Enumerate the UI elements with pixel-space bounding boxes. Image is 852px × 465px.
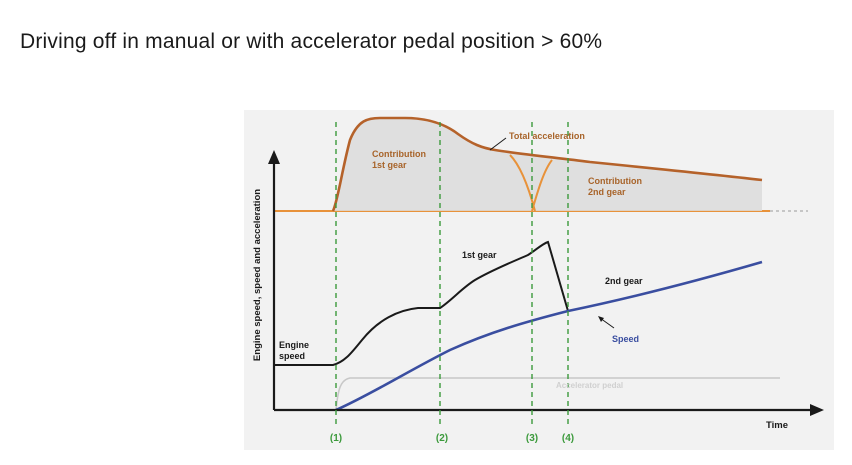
contribution-2nd-gear-label-line1: Contribution bbox=[588, 176, 642, 186]
marker-label-4: (4) bbox=[562, 433, 574, 444]
speed-leader-arrow-icon bbox=[598, 316, 604, 322]
marker-label-1: (1) bbox=[330, 433, 342, 444]
total-acceleration-label: Total acceleration bbox=[509, 131, 585, 141]
total-acceleration-curve bbox=[331, 116, 763, 212]
engine-speed-label-line1: Engine bbox=[279, 340, 309, 350]
accelerator-pedal-label: Accelerator pedal bbox=[556, 381, 623, 390]
contribution-1st-gear-label-line1: Contribution bbox=[372, 149, 426, 159]
x-axis-arrow-icon bbox=[810, 404, 824, 416]
contribution-1st-gear-label-line2: 1st gear bbox=[372, 160, 407, 170]
engine-speed-label-line2: speed bbox=[279, 351, 305, 361]
speed-label: Speed bbox=[612, 334, 639, 344]
total-acceleration-leader bbox=[489, 137, 507, 151]
y-axis-label: Engine speed, speed and acceleration bbox=[252, 189, 263, 361]
contribution-2nd-gear-label-line2: 2nd gear bbox=[588, 187, 626, 197]
marker-label-2: (2) bbox=[436, 433, 448, 444]
x-axis-label: Time bbox=[766, 420, 788, 431]
marker-label-3: (3) bbox=[526, 433, 538, 444]
page-title: Driving off in manual or with accelerato… bbox=[20, 30, 603, 53]
first-gear-label: 1st gear bbox=[462, 250, 497, 260]
vehicle-speed-curve bbox=[335, 260, 763, 412]
second-gear-label: 2nd gear bbox=[605, 276, 643, 286]
engine-speed-curve bbox=[274, 240, 569, 366]
y-axis-arrow-icon bbox=[268, 150, 280, 164]
contribution-2nd-gear-curve bbox=[531, 159, 553, 212]
